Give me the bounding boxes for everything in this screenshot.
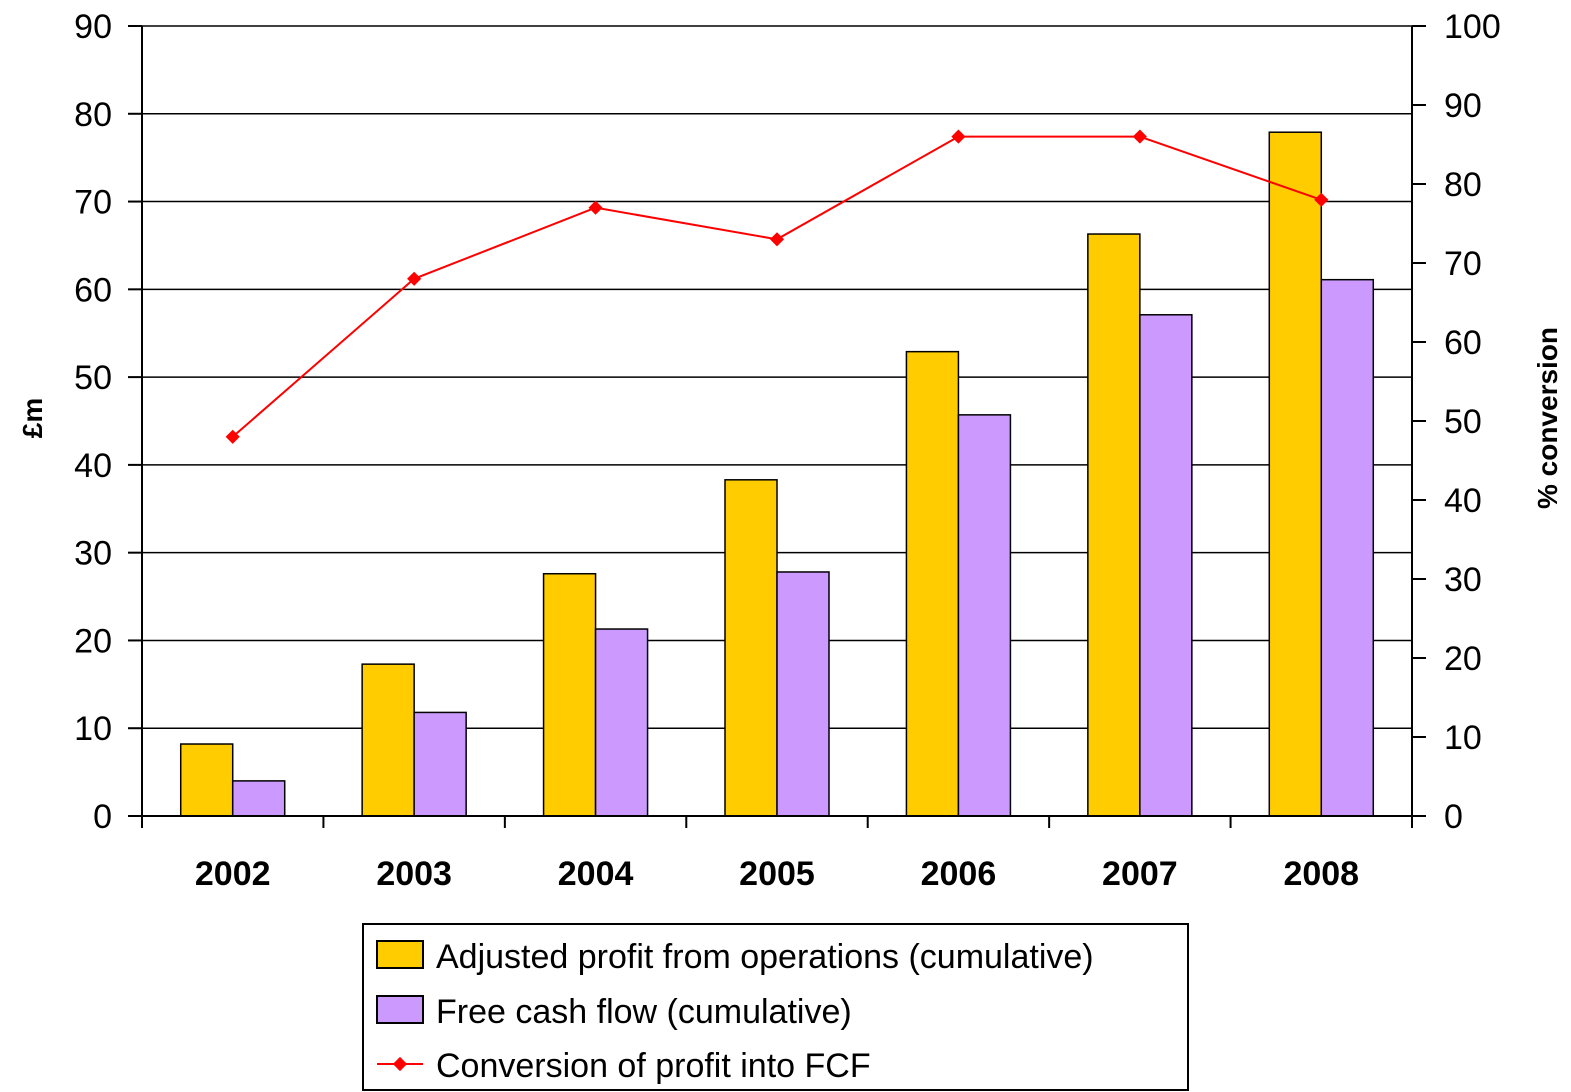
conversion-point-2005 xyxy=(770,232,784,246)
right-tick-label: 90 xyxy=(1444,87,1482,125)
bar-adjusted-profit-2003 xyxy=(362,664,414,816)
legend-label-free-cash-flow: Free cash flow (cumulative) xyxy=(436,993,852,1031)
y-axis-title: £m xyxy=(17,398,48,438)
left-tick-label: 50 xyxy=(74,359,112,397)
right-tick-label: 0 xyxy=(1444,798,1463,836)
x-tick-label: 2007 xyxy=(1102,855,1178,893)
y2-axis-title: % conversion xyxy=(1532,327,1563,509)
bar-free-cash-flow-2007 xyxy=(1140,315,1192,816)
left-tick-labels: 0 10 20 30 40 50 60 70 80 90 xyxy=(74,8,112,836)
x-tick-label: 2006 xyxy=(921,855,997,893)
x-tick-label: 2002 xyxy=(195,855,271,893)
right-tick-labels: 0 10 20 30 40 50 60 70 80 90 100 xyxy=(1444,8,1501,836)
right-tick-label: 10 xyxy=(1444,719,1482,757)
conversion-point-2006 xyxy=(951,130,965,144)
bar-adjusted-profit-2002 xyxy=(181,744,233,816)
bar-free-cash-flow-2005 xyxy=(777,572,829,816)
right-tick-label: 70 xyxy=(1444,245,1482,283)
right-tick-label: 100 xyxy=(1444,8,1501,46)
conversion-point-2007 xyxy=(1133,130,1147,144)
legend-label-adjusted-profit: Adjusted profit from operations (cumulat… xyxy=(436,938,1094,976)
x-tick-label: 2004 xyxy=(558,855,634,893)
left-tick-label: 40 xyxy=(74,447,112,485)
bar-adjusted-profit-2004 xyxy=(544,574,596,816)
right-tick-label: 80 xyxy=(1444,166,1482,204)
bar-adjusted-profit-2007 xyxy=(1088,234,1140,816)
conversion-point-2004 xyxy=(589,201,603,215)
legend-swatch-free-cash-flow xyxy=(377,996,423,1023)
right-tick-label: 40 xyxy=(1444,482,1482,520)
left-tick-label: 60 xyxy=(74,271,112,309)
bar-free-cash-flow-2002 xyxy=(233,781,285,816)
bar-free-cash-flow-2004 xyxy=(596,629,648,816)
bar-adjusted-profit-2005 xyxy=(725,480,777,816)
x-tick-label: 2008 xyxy=(1283,855,1359,893)
right-tick-label: 30 xyxy=(1444,561,1482,599)
bar-adjusted-profit-2008 xyxy=(1269,132,1321,816)
legend: Adjusted profit from operations (cumulat… xyxy=(363,924,1188,1090)
right-tick-label: 20 xyxy=(1444,640,1482,678)
bar-free-cash-flow-2003 xyxy=(414,712,466,816)
left-tick-label: 10 xyxy=(74,710,112,748)
bar-adjusted-profit-2006 xyxy=(906,352,958,816)
x-tick-labels: 2002 2003 2004 2005 2006 2007 2008 xyxy=(195,855,1359,893)
right-tick-label: 60 xyxy=(1444,324,1482,362)
left-tick-label: 70 xyxy=(74,184,112,222)
bar-free-cash-flow-2008 xyxy=(1321,280,1373,816)
left-tick-label: 0 xyxy=(93,798,112,836)
left-tick-label: 90 xyxy=(74,8,112,46)
left-tick-label: 30 xyxy=(74,535,112,573)
legend-swatch-adjusted-profit xyxy=(377,941,423,968)
right-tick-label: 50 xyxy=(1444,403,1482,441)
x-tick-label: 2005 xyxy=(739,855,815,893)
left-tick-label: 80 xyxy=(74,96,112,134)
bar-free-cash-flow-2006 xyxy=(958,415,1010,816)
x-tick-label: 2003 xyxy=(376,855,452,893)
legend-label-conversion: Conversion of profit into FCF xyxy=(436,1047,871,1085)
left-tick-label: 20 xyxy=(74,622,112,660)
